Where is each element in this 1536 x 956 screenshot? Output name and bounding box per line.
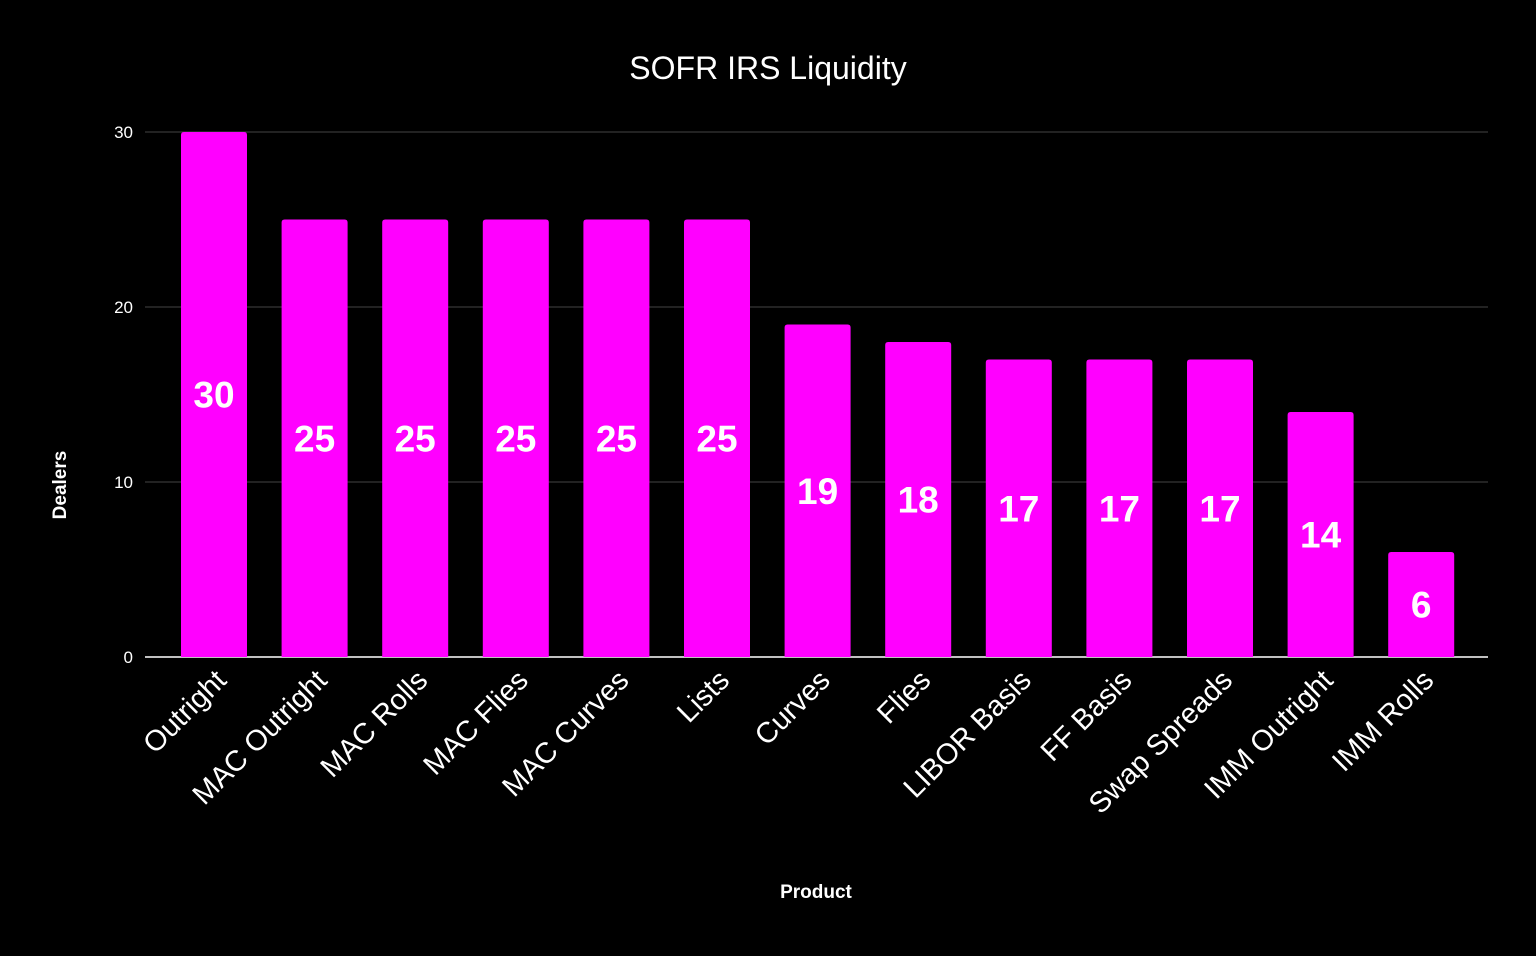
data-label: 25 — [696, 418, 737, 459]
x-tick-label: Curves — [749, 664, 837, 752]
chart-title: SOFR IRS Liquidity — [629, 50, 906, 86]
data-label: 18 — [898, 480, 939, 521]
data-label: 30 — [193, 375, 234, 416]
y-axis-label: Dealers — [50, 451, 71, 520]
data-label: 25 — [294, 418, 335, 459]
bar — [985, 359, 1052, 657]
x-tick-label: Outright — [137, 664, 233, 760]
x-axis-label: Product — [780, 882, 852, 903]
y-tick-label: 10 — [114, 473, 133, 492]
bar — [482, 219, 549, 657]
bar — [885, 342, 952, 657]
data-label: 25 — [395, 418, 436, 459]
bar — [382, 219, 449, 657]
bar — [181, 132, 247, 657]
bar — [1287, 412, 1354, 657]
bar — [1086, 359, 1153, 657]
x-tick-label: Lists — [671, 664, 736, 729]
x-tick-label: MAC Rolls — [315, 664, 434, 783]
bar — [1187, 359, 1253, 657]
bar — [583, 219, 650, 657]
data-label: 25 — [596, 418, 637, 459]
x-tick-label: IMM Rolls — [1326, 664, 1440, 778]
y-tick-label: 0 — [124, 648, 133, 667]
data-label: 14 — [1300, 515, 1342, 556]
bar — [684, 219, 750, 657]
data-label: 17 — [998, 488, 1039, 529]
bar — [784, 324, 851, 657]
data-label: 25 — [495, 418, 536, 459]
y-tick-label: 20 — [114, 298, 133, 317]
data-label: 6 — [1411, 585, 1432, 626]
bar — [281, 219, 348, 657]
x-tick-label: Flies — [871, 664, 937, 730]
y-tick-label: 30 — [114, 123, 133, 142]
data-label: 19 — [797, 471, 838, 512]
bar — [1388, 552, 1455, 657]
data-label: 17 — [1099, 488, 1140, 529]
data-label: 17 — [1199, 488, 1240, 529]
x-tick-label: FF Basis — [1035, 664, 1139, 768]
